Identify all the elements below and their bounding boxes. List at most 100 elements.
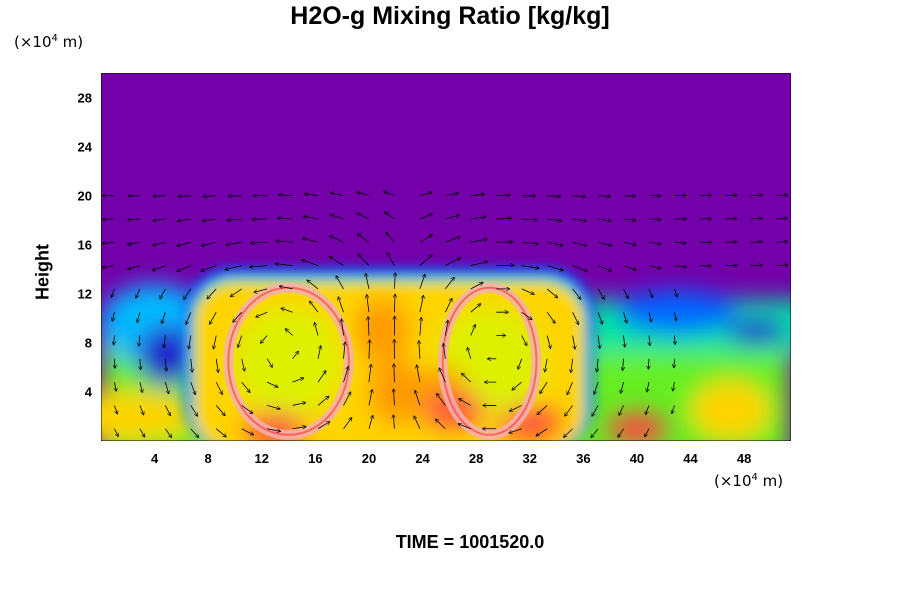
wind-vector: [317, 346, 321, 359]
wind-vector: [649, 335, 650, 346]
wind-vector: [357, 213, 370, 220]
wind-vector: [623, 358, 624, 370]
wind-vector: [358, 254, 370, 266]
wind-vector: [618, 428, 624, 437]
wind-vector: [470, 239, 487, 243]
wind-vector: [140, 358, 141, 369]
wind-vector: [177, 265, 191, 272]
wind-vector: [597, 312, 602, 324]
wind-vector: [103, 242, 115, 243]
wind-vector: [310, 301, 319, 313]
wind-vector: [307, 280, 319, 290]
wind-vector: [153, 241, 166, 245]
wind-vector: [256, 311, 268, 317]
wind-vector: [215, 405, 225, 415]
wind-vector: [394, 364, 395, 383]
wind-vector: [419, 296, 423, 313]
wind-vector: [674, 312, 676, 320]
wind-vector: [114, 382, 116, 391]
wind-vector: [165, 358, 166, 371]
wind-vector: [672, 405, 675, 413]
wind-vector: [594, 381, 599, 394]
wind-vector: [648, 265, 661, 269]
field-patch: [617, 290, 738, 335]
wind-vector: [592, 405, 599, 415]
wind-vector: [521, 242, 538, 244]
wind-vector: [305, 194, 319, 196]
wind-vector: [331, 193, 344, 197]
wind-vector: [547, 241, 562, 245]
wind-vector: [564, 428, 573, 437]
chart-title: H2O-g Mixing Ratio [kg/kg]: [290, 2, 610, 30]
wind-vector: [238, 335, 243, 348]
wind-vector: [384, 192, 395, 197]
wind-vector: [571, 358, 573, 372]
field-blob: [233, 306, 344, 417]
wind-vector: [178, 218, 191, 221]
wind-vector: [537, 405, 548, 414]
wind-vector: [521, 335, 527, 346]
wind-vector: [591, 428, 599, 438]
wind-vector: [343, 418, 352, 429]
wind-vector: [267, 428, 280, 432]
wind-vector: [153, 265, 166, 271]
field-patch: [137, 325, 198, 386]
wind-vector: [445, 237, 460, 243]
wind-vector: [201, 265, 217, 271]
wind-vector: [521, 265, 539, 269]
wind-vector: [496, 195, 510, 196]
wind-vector: [394, 273, 395, 289]
wind-vector: [436, 419, 446, 430]
wind-vector: [572, 218, 586, 221]
field-blob: [356, 298, 409, 363]
wind-vector: [341, 319, 344, 336]
wind-vector: [776, 218, 787, 219]
wind-vector: [178, 196, 191, 197]
wind-vector: [645, 428, 650, 437]
wind-vector: [518, 358, 523, 369]
wind-vector: [547, 219, 561, 221]
wind-vector: [621, 382, 624, 393]
wind-vector: [261, 335, 268, 344]
wind-vector: [598, 219, 611, 221]
wind-vector: [619, 405, 624, 415]
wind-vector: [443, 344, 445, 359]
wind-vector: [304, 216, 319, 220]
wind-vector: [470, 304, 481, 313]
wind-vector: [467, 348, 472, 359]
x-tick-label: 12: [254, 451, 269, 466]
wind-vector: [139, 335, 140, 346]
wind-vector: [215, 428, 226, 437]
wind-vector: [674, 266, 686, 267]
wind-vector: [470, 217, 486, 220]
wind-vector: [330, 215, 344, 220]
wind-vector: [623, 219, 636, 220]
wind-vector: [565, 405, 573, 415]
x-tick-label: 8: [204, 451, 212, 466]
wind-vector: [241, 428, 254, 435]
wind-vector: [385, 212, 395, 220]
wind-vector: [139, 405, 144, 414]
mixing-ratio-field: [101, 268, 791, 441]
wind-vector: [275, 264, 293, 266]
wind-vector: [164, 382, 168, 393]
wind-vector: [368, 317, 369, 336]
wind-vector: [139, 428, 145, 437]
time-label: TIME = 1001520.0: [395, 532, 545, 552]
wind-vector: [317, 371, 326, 383]
wind-vector: [279, 195, 293, 196]
wind-vector: [444, 321, 448, 336]
wind-vector: [233, 311, 242, 322]
wind-vector: [210, 312, 217, 324]
wind-vector: [750, 242, 762, 243]
wind-vector: [623, 241, 636, 245]
wind-vector: [536, 428, 548, 436]
y-tick-label: 4: [84, 384, 92, 400]
wind-vector: [546, 311, 555, 323]
wind-vector: [367, 295, 370, 313]
wind-vector: [572, 312, 579, 324]
wind-vector: [315, 323, 319, 336]
plot-area: [101, 73, 791, 441]
wind-vector: [338, 297, 344, 313]
wind-vector: [160, 288, 166, 299]
